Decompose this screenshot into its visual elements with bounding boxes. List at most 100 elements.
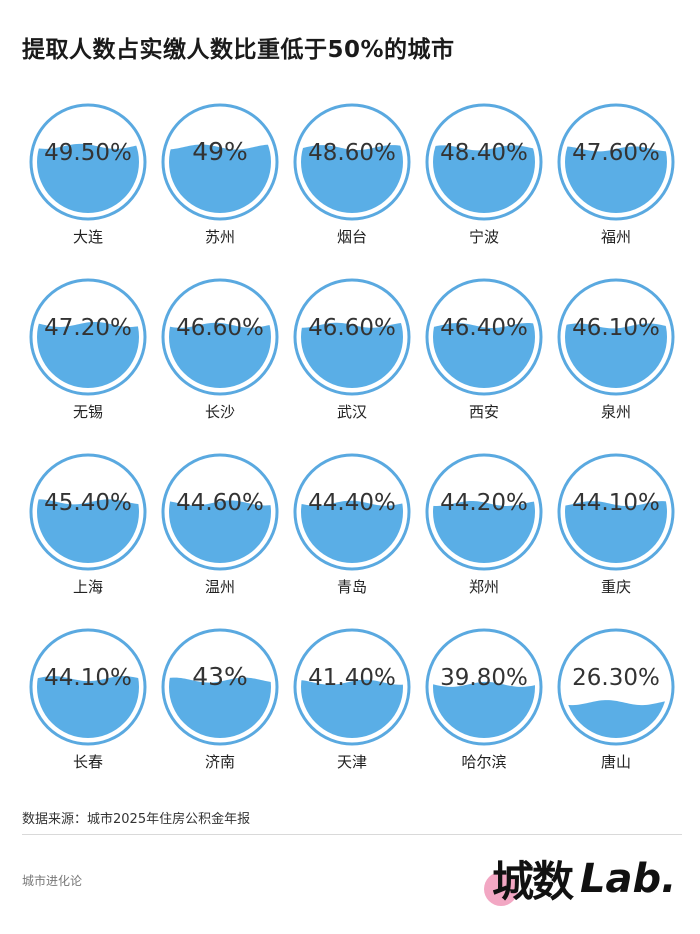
gauge-cell: 49.50% 大连 (22, 98, 154, 273)
city-label: 宁波 (468, 228, 499, 246)
gauge-water (565, 501, 667, 563)
liquid-gauge: 45.40% (28, 452, 148, 572)
gauge-water (565, 323, 667, 388)
liquid-gauge: 39.80% (424, 627, 544, 747)
brand-logo-cn: 城数 (492, 857, 574, 906)
gauge-water (169, 144, 271, 213)
gauge-value-label: 49% (192, 137, 248, 166)
gauge-water (301, 145, 403, 213)
city-label: 青岛 (336, 578, 367, 596)
gauge-cell: 43% 济南 (154, 623, 286, 798)
city-label: 温州 (204, 578, 235, 596)
gauge-cell: 47.20% 无锡 (22, 273, 154, 448)
gauge-cell: 44.60% 温州 (154, 448, 286, 623)
gauge-cell: 44.10% 长春 (22, 623, 154, 798)
gauge-value-label: 48.40% (440, 140, 528, 166)
liquid-gauge: 26.30% (556, 627, 676, 747)
gauge-value-label: 44.10% (44, 665, 132, 691)
gauge-cell: 44.10% 重庆 (550, 448, 682, 623)
liquid-gauge-svg: 47.60% (557, 103, 675, 221)
liquid-gauge: 47.20% (28, 277, 148, 397)
gauge-value-label: 44.60% (176, 490, 264, 516)
gauge-value-label: 26.30% (572, 665, 660, 691)
liquid-gauge: 48.40% (424, 102, 544, 222)
liquid-gauge: 48.60% (292, 102, 412, 222)
liquid-gauge: 41.40% (292, 627, 412, 747)
liquid-gauge-svg: 46.10% (557, 278, 675, 396)
gauge-value-label: 41.40% (308, 665, 396, 691)
liquid-gauge-svg: 26.30% (557, 628, 675, 746)
gauge-water (565, 146, 667, 213)
city-label: 泉州 (600, 403, 631, 421)
gauge-cell: 47.60% 福州 (550, 98, 682, 273)
city-label: 武汉 (336, 403, 367, 421)
gauge-water (169, 500, 271, 563)
liquid-gauge-svg: 46.60% (161, 278, 279, 396)
city-label: 天津 (336, 753, 367, 771)
gauge-value-label: 44.20% (440, 490, 528, 516)
brand-logo: 城数 Lab. (484, 846, 684, 912)
liquid-gauge-svg: 45.40% (29, 453, 147, 571)
liquid-gauge-svg: 49.50% (29, 103, 147, 221)
gauge-value-label: 45.40% (44, 490, 132, 516)
gauge-value-label: 48.60% (308, 140, 396, 166)
gauge-value-label: 47.60% (572, 140, 660, 166)
gauge-water (433, 323, 535, 388)
liquid-gauge-svg: 47.20% (29, 278, 147, 396)
gauge-cell: 44.20% 郑州 (418, 448, 550, 623)
liquid-gauge: 44.60% (160, 452, 280, 572)
brand-logo-en: Lab. (580, 856, 677, 902)
gauge-cell: 44.40% 青岛 (286, 448, 418, 623)
city-label: 重庆 (600, 578, 631, 596)
data-source: 数据来源：城市2025年住房公积金年报 (22, 812, 251, 827)
liquid-gauge: 46.40% (424, 277, 544, 397)
gauge-cell: 26.30% 唐山 (550, 623, 682, 798)
divider (22, 834, 682, 835)
liquid-gauge-svg: 46.60% (293, 278, 411, 396)
gauge-value-label: 43% (192, 662, 248, 691)
city-label: 苏州 (204, 228, 235, 246)
liquid-gauge: 43% (160, 627, 280, 747)
city-label: 烟台 (336, 228, 367, 246)
liquid-gauge-svg: 49% (161, 103, 279, 221)
gauge-value-label: 39.80% (440, 665, 528, 691)
gauge-value-label: 44.40% (308, 490, 396, 516)
liquid-gauge: 47.60% (556, 102, 676, 222)
liquid-gauge-svg: 44.10% (557, 453, 675, 571)
gauge-value-label: 44.10% (572, 490, 660, 516)
gauge-cell: 46.10% 泉州 (550, 273, 682, 448)
liquid-gauge: 44.10% (556, 452, 676, 572)
gauge-water (37, 321, 139, 388)
gauge-cell: 48.40% 宁波 (418, 98, 550, 273)
liquid-gauge: 46.10% (556, 277, 676, 397)
gauge-water (433, 681, 535, 738)
gauge-value-label: 46.60% (308, 315, 396, 341)
gauge-cell: 46.60% 武汉 (286, 273, 418, 448)
footer-credit: 城市进化论 (22, 874, 83, 888)
gauge-water (433, 145, 535, 213)
gauge-water (301, 322, 403, 388)
gauge-cell: 48.60% 烟台 (286, 98, 418, 273)
gauge-water (169, 322, 271, 388)
gauge-water (433, 500, 535, 563)
gauge-value-label: 46.10% (572, 315, 660, 341)
liquid-gauge-svg: 46.40% (425, 278, 543, 396)
city-label: 济南 (204, 753, 235, 771)
liquid-gauge-svg: 48.40% (425, 103, 543, 221)
liquid-gauge-svg: 39.80% (425, 628, 543, 746)
gauge-cell: 39.80% 哈尔滨 (418, 623, 550, 798)
liquid-gauge: 44.20% (424, 452, 544, 572)
gauge-cell: 45.40% 上海 (22, 448, 154, 623)
city-label: 福州 (600, 228, 631, 246)
liquid-gauge-svg: 43% (161, 628, 279, 746)
gauge-water (37, 676, 139, 738)
liquid-gauge-svg: 44.40% (293, 453, 411, 571)
gauge-water (301, 500, 403, 563)
city-label: 唐山 (600, 753, 631, 771)
city-label: 郑州 (468, 578, 499, 596)
city-label: 长沙 (204, 403, 235, 421)
gauge-cell: 46.60% 长沙 (154, 273, 286, 448)
gauge-water (301, 679, 403, 738)
liquid-gauge-svg: 44.20% (425, 453, 543, 571)
brand-dot-icon (484, 872, 518, 906)
